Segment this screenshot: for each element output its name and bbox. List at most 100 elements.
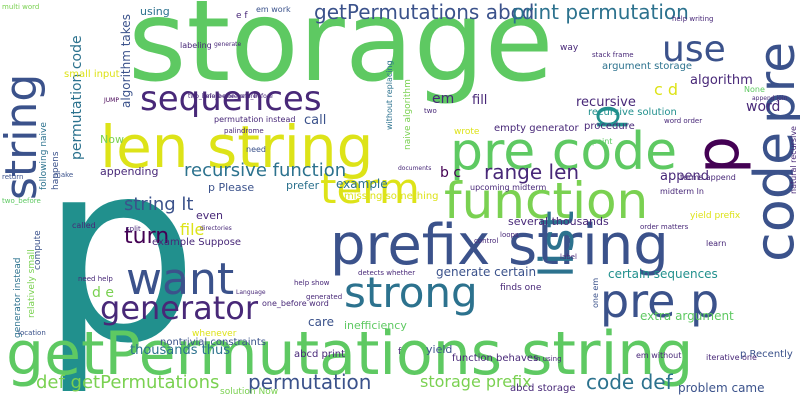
word-append: append — [660, 169, 709, 184]
word-thousands-thus: thousands thus — [130, 343, 231, 358]
word-string-vertical: string — [0, 73, 47, 200]
word-getpermutations-string: getPermutations string — [6, 319, 694, 389]
word-certain-sequences: certain sequences — [608, 267, 718, 281]
word-need: need — [246, 145, 266, 154]
word-none: None — [744, 85, 765, 94]
word-abcd-storage: abcd storage — [510, 383, 576, 394]
word-turn: turn — [124, 224, 170, 249]
word-small-input: small input — [64, 69, 120, 80]
word-ln-using: ln using — [534, 355, 562, 363]
word-loops: loops — [500, 231, 519, 239]
word-need-help: need help — [78, 275, 113, 283]
word-without-replacing: without replacing — [385, 60, 394, 130]
word-example: example — [336, 177, 388, 191]
word-generator-instead: generator instead — [13, 257, 23, 339]
word-range-len: range len — [484, 160, 580, 184]
word-word-order: word order — [664, 117, 703, 125]
word-algorithm: algorithm — [690, 73, 753, 88]
word-string-lt: string lt — [124, 194, 194, 215]
word-stack-frame: stack frame — [592, 51, 634, 59]
word-prefix-string: prefix string — [330, 213, 669, 278]
word-control: control — [474, 237, 499, 245]
word-f: f — [398, 347, 402, 357]
word-pre-code: pre code — [450, 122, 678, 182]
word-order-matters: order matters — [640, 223, 689, 231]
word-labeling: labeling — [180, 41, 212, 50]
word-b-c: b c — [440, 165, 462, 181]
word-even: even — [196, 209, 224, 222]
word-storage: storage — [128, 0, 554, 107]
word-documents: documents — [398, 165, 432, 172]
word-word: word — [746, 99, 781, 115]
word-iterative-one: iterative one — [706, 353, 757, 362]
word-called: called — [72, 221, 96, 230]
word-two: two — [424, 107, 437, 115]
word-generated: generated — [306, 293, 343, 301]
word-getpermutations-abcd: getPermutations abcd — [314, 0, 535, 24]
word-p-huge: p — [40, 107, 199, 398]
word-prefer: prefer — [286, 179, 320, 192]
word-extra-argument: extra argument — [640, 309, 734, 323]
word-code-def: code def — [586, 370, 673, 394]
word-function-behaves: function behaves — [452, 353, 539, 364]
word-em: em — [432, 91, 455, 107]
word-algorithm-takes: algorithm takes — [119, 14, 133, 108]
word-missing-something: missing something — [344, 191, 439, 202]
word-directories: directories — [200, 225, 232, 232]
word-using: using — [140, 5, 170, 18]
word-call: call — [304, 113, 327, 128]
word-help-show: help show — [294, 279, 330, 287]
word-several-thousands: several thousands — [508, 215, 609, 228]
word-label: label — [560, 253, 577, 261]
word-file: file — [180, 220, 205, 239]
word-fill: fill — [472, 93, 488, 108]
word-learn: learn — [706, 239, 727, 248]
word-one-before-word: one_before word — [262, 299, 329, 308]
word-d-e: d e — [92, 285, 114, 301]
word-append-join: append join — [752, 95, 788, 102]
word-storage-prefix: storage prefix — [420, 372, 532, 391]
word-naive-algorithm: naive algorithm — [403, 79, 413, 150]
word-jump: JUMP — [104, 97, 119, 104]
word-terms-append: terms append — [680, 173, 736, 182]
word-empty-generator: empty generator — [494, 123, 579, 134]
word-appending: appending — [100, 165, 159, 178]
word-midterm-ln: midterm ln — [660, 187, 704, 196]
word-generator: generator — [100, 289, 259, 327]
word-inefficiency: inefficiency — [344, 319, 407, 332]
word-em-without: em without — [636, 351, 682, 360]
word-upcoming-midterm: upcoming midterm — [470, 183, 547, 192]
word-recursive-function: recursive function — [184, 160, 347, 181]
word-whenever: whenever — [192, 329, 237, 339]
word-generate: generate — [214, 41, 242, 48]
word-yield: yield — [426, 343, 453, 356]
word-recursive: recursive — [576, 95, 636, 110]
word-palindrome: palindrome — [224, 127, 264, 135]
word-multi-word: multi word — [2, 3, 40, 11]
word-def-getpermutations: def getPermutations — [36, 372, 220, 393]
word-help-writing: help writing — [672, 15, 714, 23]
word-e-f: e f — [236, 11, 248, 21]
word-permutation-code: permutation code — [69, 35, 85, 160]
word-sequences: sequences — [140, 79, 322, 119]
word-recursive-solution: recursive solution — [588, 107, 677, 118]
word-following-naive: following naive — [39, 122, 49, 190]
word-one-em: one em — [591, 277, 600, 308]
word-argument-storage: argument storage — [602, 61, 693, 72]
word-yield-prefix: yield prefix — [690, 211, 741, 221]
word-wrote: wrote — [454, 127, 480, 137]
word-problem-came: problem came — [678, 381, 765, 395]
word-permutation-instead: permutation instead — [214, 115, 296, 124]
word-detects-whether: detects whether — [358, 269, 416, 277]
word-len-string: len string — [100, 113, 374, 181]
word-location: location — [18, 329, 46, 337]
word-compute: compute — [33, 230, 43, 270]
word-print-permutation: print permutation — [512, 0, 689, 24]
word-abcd-print: abcd print — [294, 349, 345, 360]
word-make: make — [54, 171, 74, 179]
word-permutation: permutation — [248, 370, 372, 394]
word-nontrivial-constraints: nontrivial constraints — [160, 337, 266, 348]
word-term: term — [320, 164, 420, 213]
word-use: use — [662, 29, 726, 70]
